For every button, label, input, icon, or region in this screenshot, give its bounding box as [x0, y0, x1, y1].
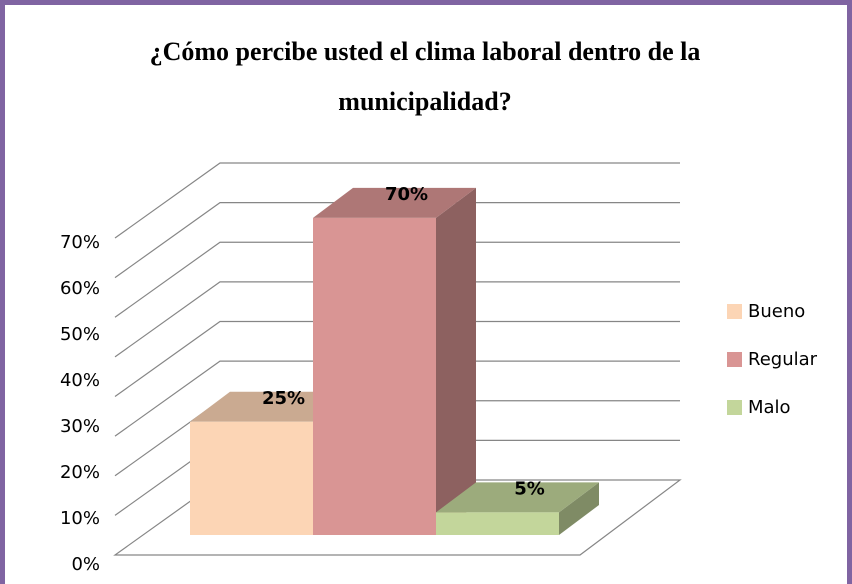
grid-line	[114, 320, 680, 397]
chart-title: ¿Cómo percibe usted el clima laboral den…	[149, 37, 701, 116]
legend-swatch	[727, 400, 742, 415]
bar	[436, 512, 559, 535]
data-label: 25%	[262, 388, 305, 409]
bar-top	[313, 187, 476, 218]
bar-top	[436, 482, 599, 513]
y-tick-label: 60%	[60, 278, 100, 299]
y-tick-label: 30%	[60, 416, 100, 437]
grid-line	[114, 202, 680, 279]
grid-line	[114, 360, 680, 437]
y-tick-label: 70%	[60, 232, 100, 253]
bar-side	[559, 482, 599, 535]
data-label: 5%	[514, 478, 545, 499]
grid-line	[114, 241, 680, 318]
data-label: 70%	[385, 184, 428, 205]
y-tick-label: 20%	[60, 462, 100, 483]
grid-line	[114, 281, 680, 358]
y-tick-label: 40%	[60, 370, 100, 391]
legend-label: Malo	[748, 397, 791, 418]
bar-top	[190, 391, 353, 422]
y-tick-label: 0%	[71, 554, 100, 575]
legend-label: Regular	[748, 349, 818, 370]
bar	[313, 217, 436, 535]
y-tick-label: 10%	[60, 508, 100, 529]
legend-swatch	[727, 352, 742, 367]
bar	[190, 421, 313, 535]
grid-line	[114, 162, 680, 239]
y-tick-label: 50%	[60, 324, 100, 345]
legend-label: Bueno	[748, 301, 805, 322]
bar-side	[436, 187, 476, 535]
legend-swatch	[727, 304, 742, 319]
